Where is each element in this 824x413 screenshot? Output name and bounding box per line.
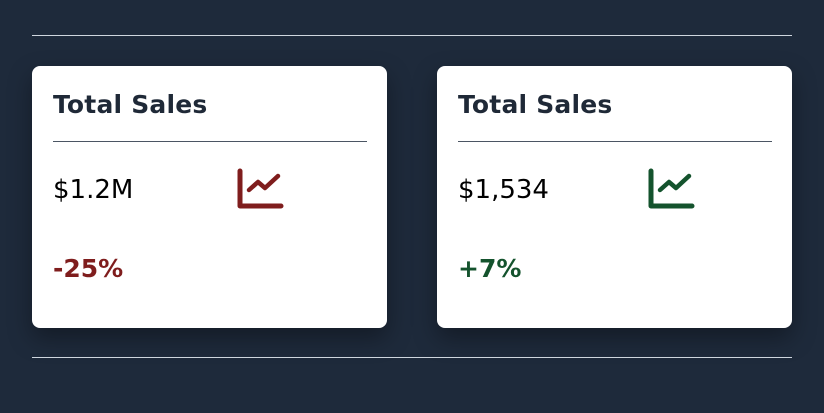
sales-card-1: Total Sales $1.2M -25% (32, 66, 387, 328)
card-change-negative: -25% (53, 254, 124, 283)
line-chart-icon (648, 168, 695, 209)
line-chart-icon (237, 168, 284, 209)
card-title: Total Sales (458, 90, 613, 119)
top-divider (32, 35, 792, 36)
card-value: $1,534 (458, 175, 549, 205)
card-divider (53, 141, 367, 142)
card-divider (458, 141, 772, 142)
bottom-divider (32, 357, 792, 358)
card-title: Total Sales (53, 90, 208, 119)
card-value: $1.2M (53, 175, 134, 205)
card-change-positive: +7% (458, 254, 522, 283)
sales-card-2: Total Sales $1,534 +7% (437, 66, 792, 328)
